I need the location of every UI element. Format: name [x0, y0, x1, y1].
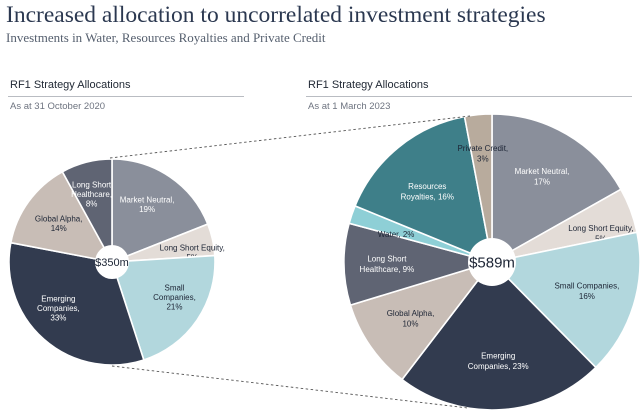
slice-label-emerging-companies: Companies, 23% — [468, 362, 529, 371]
center-hole — [468, 238, 516, 286]
slice-label-emerging-companies: Emerging — [41, 295, 75, 304]
chart-2-date: As at 1 March 2023 — [308, 101, 391, 112]
page-title: Increased allocation to uncorrelated inv… — [6, 2, 546, 28]
slice-small-companies — [110, 254, 216, 361]
slice-label-global-alpha: Global Alpha, — [387, 309, 435, 318]
pie-chart-2: Market Neutral,17%Long Short Equity,5%Sm… — [343, 113, 640, 410]
slice-label-long-short-healthcare: Long Short — [72, 181, 112, 190]
slice-label-long-short-healthcare: Healthcare, 9% — [360, 265, 415, 274]
slice-label-small-companies: Small — [164, 283, 184, 292]
slice-label-long-short-healthcare: Long Short — [367, 254, 407, 263]
center-hole — [95, 245, 129, 279]
slice-label-market-neutral: Market Neutral, — [120, 196, 175, 205]
chart-2-title: RF1 Strategy Allocations — [308, 79, 429, 91]
slice-label-private-credit: 3% — [477, 155, 489, 164]
slice-label-water: Water, 2% — [378, 230, 415, 239]
slice-resources-royalties — [354, 115, 494, 264]
slice-label-private-credit: Private Credit, — [457, 144, 508, 153]
slice-label-market-neutral: Market Neutral, — [515, 167, 570, 176]
slice-long-short-healthcare — [343, 222, 495, 307]
slice-long-short-healthcare — [61, 158, 113, 263]
slice-label-global-alpha: 14% — [51, 224, 67, 233]
slice-global-alpha — [349, 260, 495, 381]
slice-label-emerging-companies: Companies, — [37, 304, 80, 313]
chart-1-date: As at 31 October 2020 — [10, 101, 106, 112]
slice-label-emerging-companies: 33% — [50, 314, 66, 323]
slice-label-long-short-healthcare: Healthcare, — [71, 190, 112, 199]
slice-small-companies — [490, 231, 640, 369]
pie-chart-1: Market Neutral,19%Long Short Equity,5%Sm… — [8, 158, 225, 366]
slice-label-resources-royalties: Resources — [408, 182, 446, 191]
slice-label-market-neutral: 17% — [534, 178, 550, 187]
page-subtitle: Investments in Water, Resources Royaltie… — [6, 30, 326, 45]
slice-label-small-companies: 21% — [166, 302, 182, 311]
slice-label-long-short-equity: Long Short Equity, — [160, 244, 225, 253]
total-value-label: $589m — [469, 254, 515, 271]
slice-label-long-short-healthcare: 8% — [86, 200, 98, 209]
slice-label-small-companies: 16% — [579, 292, 595, 301]
slice-market-neutral — [491, 113, 623, 264]
slice-label-long-short-equity: Long Short Equity, — [568, 224, 633, 233]
slice-global-alpha — [9, 170, 114, 264]
slice-label-resources-royalties: Royalties, 16% — [401, 192, 454, 201]
chart-2-divider — [306, 96, 632, 97]
slice-label-global-alpha: Global Alpha, — [35, 214, 83, 223]
total-value-label: $350m — [95, 257, 129, 269]
zoom-connector-top — [109, 115, 471, 159]
slice-label-global-alpha: 10% — [402, 320, 418, 329]
slice-label-emerging-companies: Emerging — [481, 352, 515, 361]
slice-market-neutral — [111, 158, 209, 264]
slice-label-market-neutral: 19% — [139, 205, 155, 214]
slice-label-small-companies: Companies, — [153, 293, 196, 302]
slice-label-small-companies: Small Companies, — [554, 282, 619, 291]
chart-1-divider — [8, 96, 244, 97]
chart-1-title: RF1 Strategy Allocations — [10, 79, 131, 91]
